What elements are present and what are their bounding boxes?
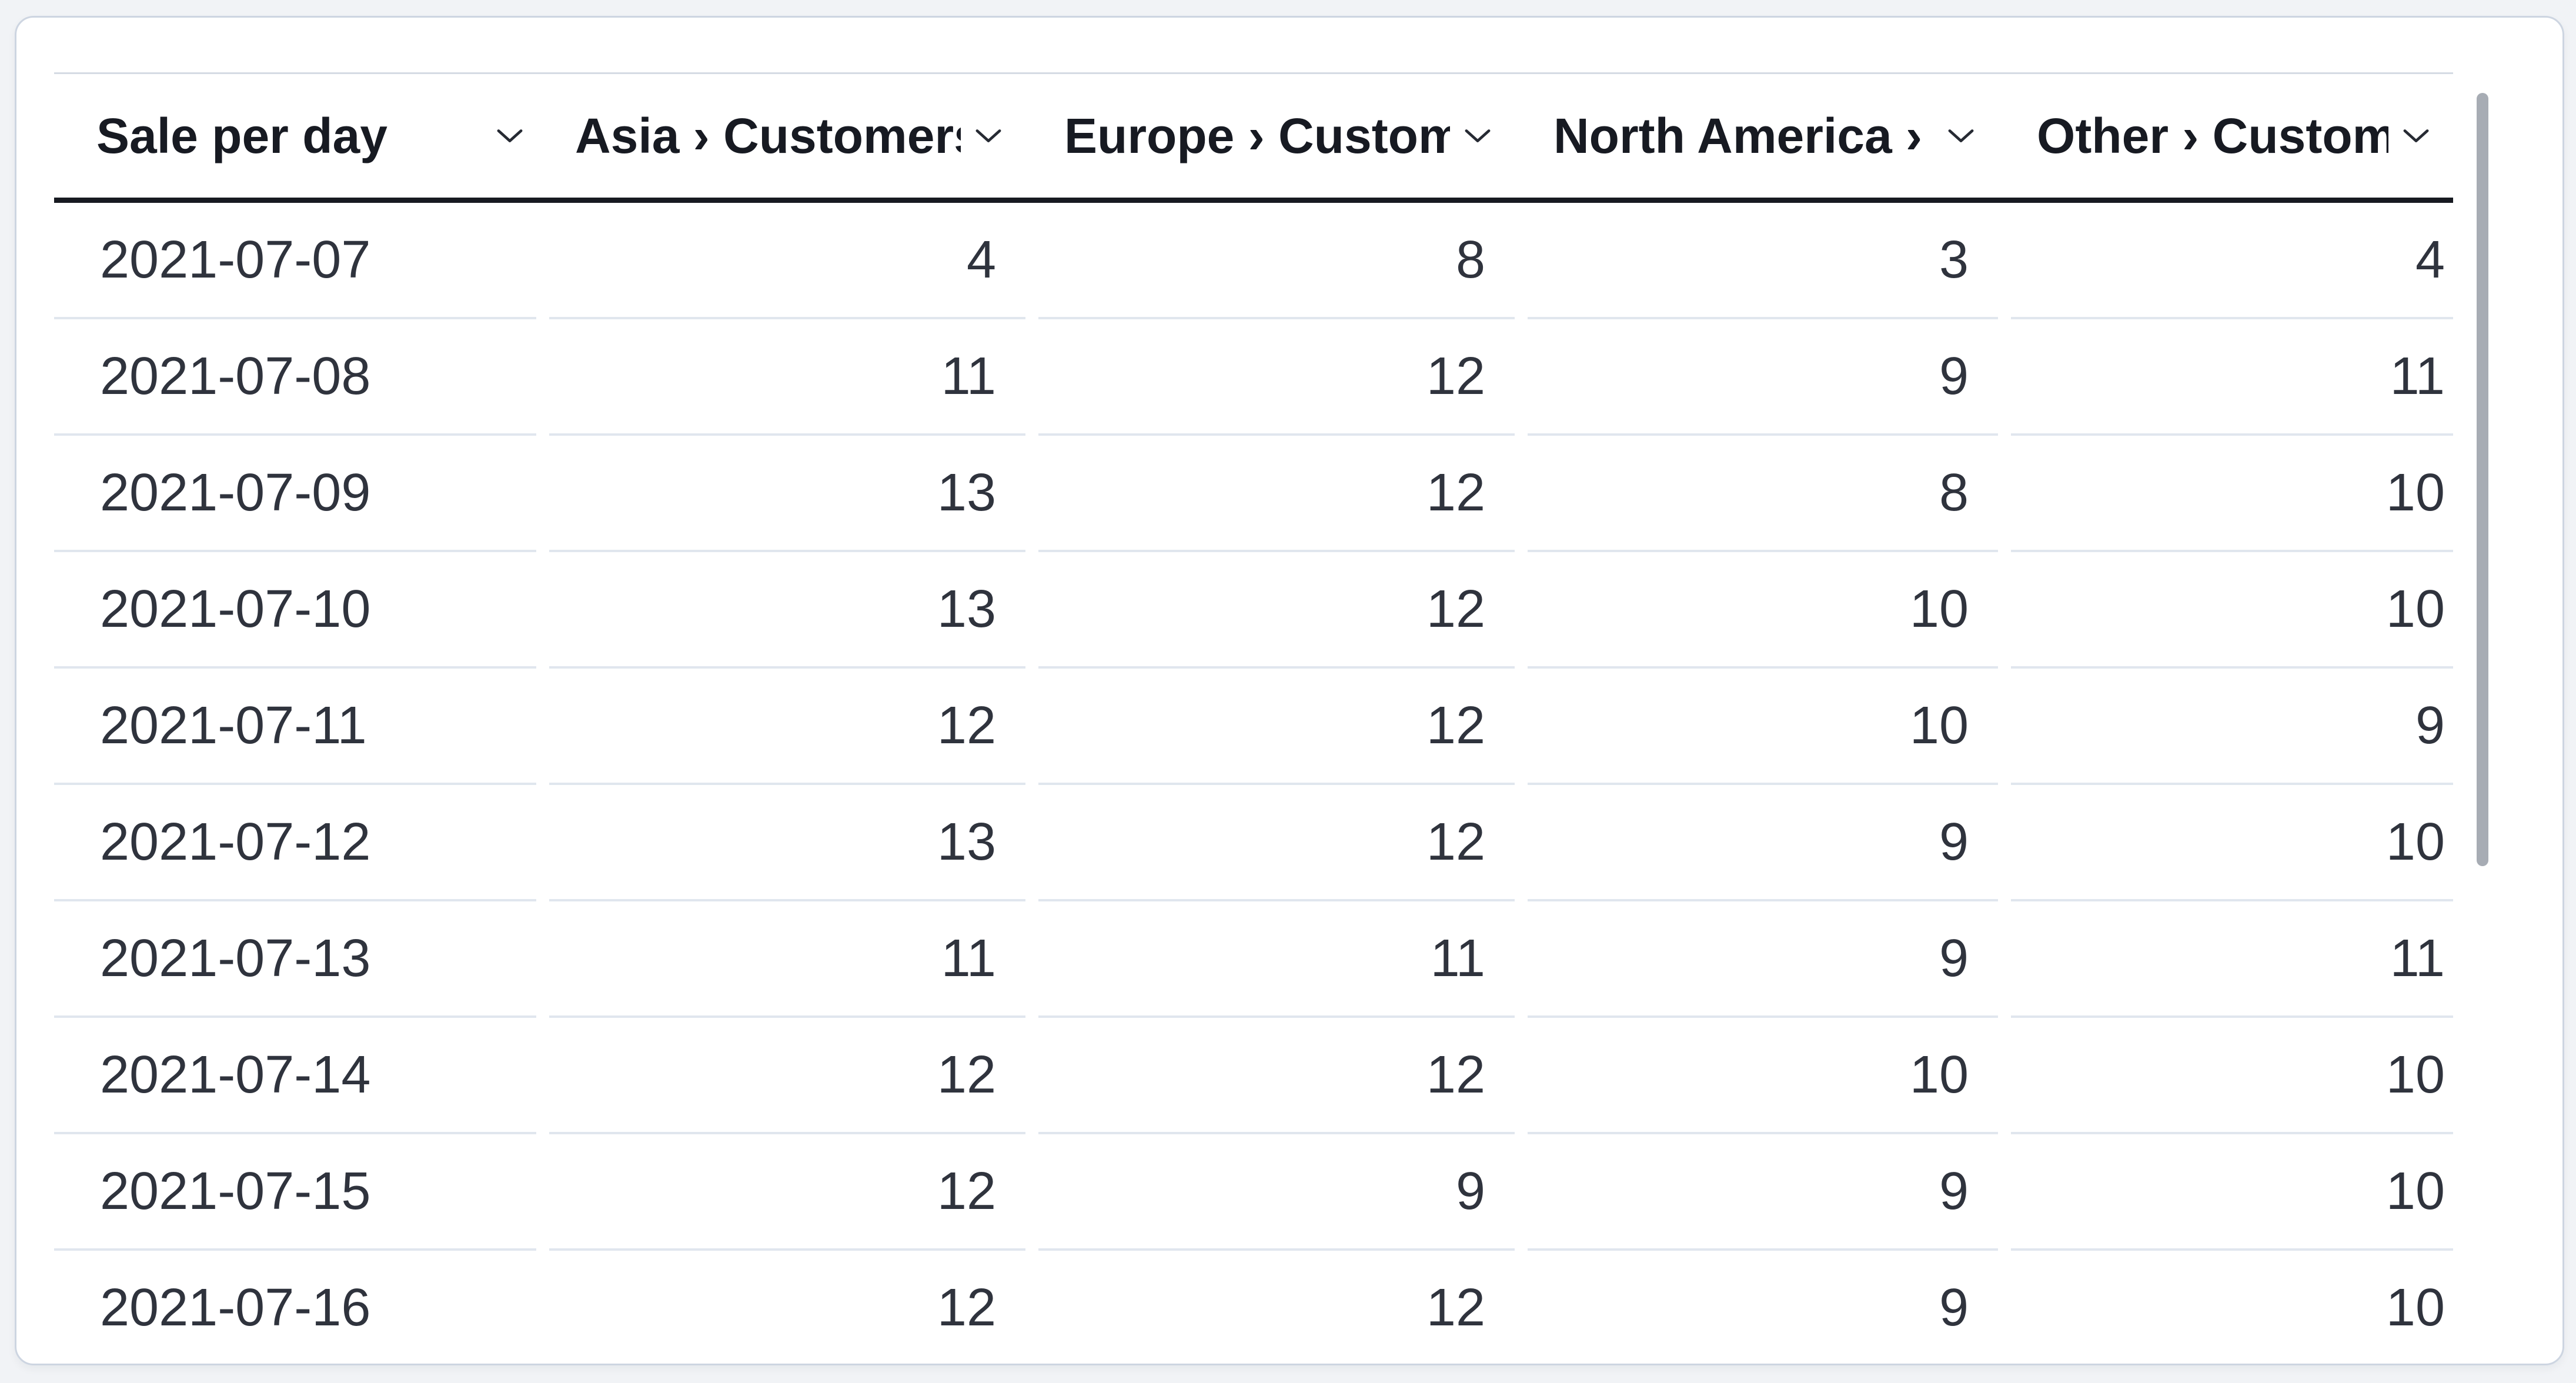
table-header-row: Sale per day Asia › Customers Europe › Cus… (54, 72, 2453, 203)
chevron-down-icon (496, 128, 523, 144)
column-header-label: Sale per day (96, 108, 387, 163)
value-cell[interactable]: 9 (1528, 785, 1998, 901)
column-header-label: Europe › Custom (1064, 108, 1450, 163)
date-cell[interactable]: 2021-07-08 (54, 319, 536, 436)
table-body: 2021-07-07 4 8 3 4 2021-07-08 11 12 9 11 2021-07-0… (54, 203, 2453, 1364)
table-card: Sale per day Asia › Customers Europe › Cus… (15, 16, 2564, 1365)
value-cell[interactable]: 10 (1528, 552, 1998, 669)
value-cell[interactable]: 9 (1528, 1251, 1998, 1364)
value-cell[interactable]: 11 (1038, 901, 1515, 1018)
table-row: 2021-07-13 11 11 9 11 (54, 901, 2453, 1018)
column-header-north-america[interactable]: North America › (1528, 74, 1998, 198)
date-cell[interactable]: 2021-07-11 (54, 669, 536, 785)
value-cell[interactable]: 12 (1038, 669, 1515, 785)
value-cell[interactable]: 10 (2011, 1251, 2453, 1364)
column-header-sale-per-day[interactable]: Sale per day (54, 74, 536, 198)
value-cell[interactable]: 11 (549, 901, 1025, 1018)
value-cell[interactable]: 10 (2011, 436, 2453, 552)
value-cell[interactable]: 11 (2011, 901, 2453, 1018)
value-cell[interactable]: 10 (2011, 785, 2453, 901)
date-cell[interactable]: 2021-07-10 (54, 552, 536, 669)
column-header-europe-custom[interactable]: Europe › Custom (1038, 74, 1515, 198)
date-cell[interactable]: 2021-07-13 (54, 901, 536, 1018)
table-row: 2021-07-09 13 12 8 10 (54, 436, 2453, 552)
data-table: Sale per day Asia › Customers Europe › Cus… (54, 72, 2453, 1364)
column-header-label: Other › Custome (2037, 108, 2388, 163)
date-cell[interactable]: 2021-07-15 (54, 1134, 536, 1251)
value-cell[interactable]: 13 (549, 785, 1025, 901)
value-cell[interactable]: 12 (1038, 319, 1515, 436)
value-cell[interactable]: 3 (1528, 203, 1998, 319)
column-header-asia-customers[interactable]: Asia › Customers (549, 74, 1025, 198)
value-cell[interactable]: 8 (1038, 203, 1515, 319)
column-header-other-custome[interactable]: Other › Custome (2011, 74, 2453, 198)
value-cell[interactable]: 10 (2011, 1018, 2453, 1134)
date-cell[interactable]: 2021-07-07 (54, 203, 536, 319)
value-cell[interactable]: 9 (2011, 669, 2453, 785)
value-cell[interactable]: 12 (549, 1134, 1025, 1251)
value-cell[interactable]: 12 (1038, 552, 1515, 669)
value-cell[interactable]: 11 (549, 319, 1025, 436)
date-cell[interactable]: 2021-07-14 (54, 1018, 536, 1134)
table-row: 2021-07-16 12 12 9 10 (54, 1251, 2453, 1364)
value-cell[interactable]: 13 (549, 436, 1025, 552)
chevron-down-icon (2403, 128, 2430, 144)
value-cell[interactable]: 8 (1528, 436, 1998, 552)
value-cell[interactable]: 12 (1038, 436, 1515, 552)
column-header-label: North America › (1553, 108, 1923, 163)
value-cell[interactable]: 9 (1038, 1134, 1515, 1251)
vertical-scrollbar-thumb[interactable] (2477, 93, 2488, 866)
chevron-down-icon (975, 128, 1002, 144)
chevron-down-icon (1464, 128, 1491, 144)
value-cell[interactable]: 10 (1528, 1018, 1998, 1134)
value-cell[interactable]: 13 (549, 552, 1025, 669)
chevron-down-icon (1947, 128, 1974, 144)
value-cell[interactable]: 9 (1528, 1134, 1998, 1251)
date-cell[interactable]: 2021-07-09 (54, 436, 536, 552)
table-row: 2021-07-07 4 8 3 4 (54, 203, 2453, 319)
date-cell[interactable]: 2021-07-12 (54, 785, 536, 901)
table-row: 2021-07-11 12 12 10 9 (54, 669, 2453, 785)
value-cell[interactable]: 12 (1038, 1251, 1515, 1364)
value-cell[interactable]: 10 (1528, 669, 1998, 785)
table-row: 2021-07-08 11 12 9 11 (54, 319, 2453, 436)
date-cell[interactable]: 2021-07-16 (54, 1251, 536, 1364)
value-cell[interactable]: 10 (2011, 552, 2453, 669)
value-cell[interactable]: 9 (1528, 319, 1998, 436)
value-cell[interactable]: 4 (2011, 203, 2453, 319)
value-cell[interactable]: 12 (1038, 1018, 1515, 1134)
value-cell[interactable]: 11 (2011, 319, 2453, 436)
value-cell[interactable]: 9 (1528, 901, 1998, 1018)
value-cell[interactable]: 4 (549, 203, 1025, 319)
value-cell[interactable]: 10 (2011, 1134, 2453, 1251)
table-row: 2021-07-14 12 12 10 10 (54, 1018, 2453, 1134)
value-cell[interactable]: 12 (549, 1018, 1025, 1134)
value-cell[interactable]: 12 (549, 669, 1025, 785)
table-row: 2021-07-15 12 9 9 10 (54, 1134, 2453, 1251)
column-header-label: Asia › Customers (575, 108, 961, 163)
value-cell[interactable]: 12 (1038, 785, 1515, 901)
table-row: 2021-07-10 13 12 10 10 (54, 552, 2453, 669)
table-row: 2021-07-12 13 12 9 10 (54, 785, 2453, 901)
value-cell[interactable]: 12 (549, 1251, 1025, 1364)
